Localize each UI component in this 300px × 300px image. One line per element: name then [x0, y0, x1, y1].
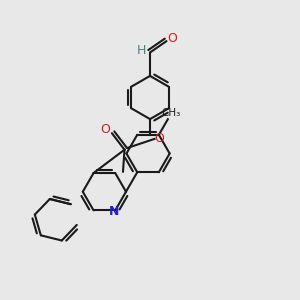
Text: CH₃: CH₃ — [161, 109, 181, 118]
Text: N: N — [109, 205, 119, 218]
Text: O: O — [167, 32, 177, 45]
Text: O: O — [155, 132, 164, 146]
Text: O: O — [100, 123, 110, 136]
Text: H: H — [137, 44, 146, 57]
